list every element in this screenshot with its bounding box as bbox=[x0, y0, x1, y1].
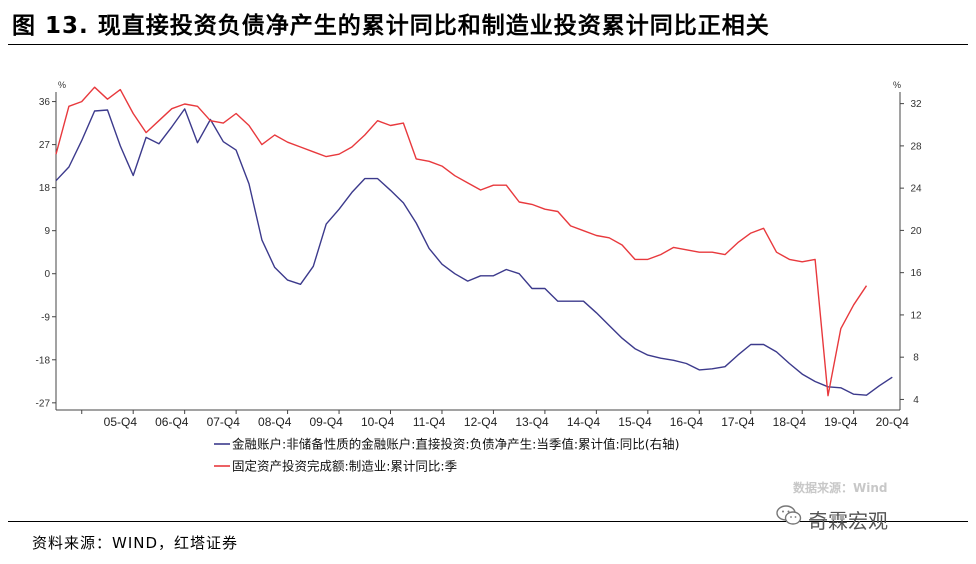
right-tick-label: 32 bbox=[910, 99, 922, 110]
top-rule bbox=[8, 44, 968, 45]
x-tick-label: 14-Q4 bbox=[567, 415, 601, 429]
right-axis-ticks: 32 28 24 20 16 12 8 4 bbox=[900, 99, 922, 406]
legend-item-series-1: 金融账户:非储备性质的金融账户:直接投资:负债净产生:当季值:累计值:同比(右轴… bbox=[214, 437, 680, 452]
right-axis-unit: % bbox=[893, 80, 901, 90]
left-tick-label: -9 bbox=[41, 312, 50, 323]
legend-item-series-2: 固定资产投资完成额:制造业:累计同比:季 bbox=[214, 459, 458, 474]
series-line-2 bbox=[55, 86, 868, 397]
plot-frame bbox=[55, 92, 901, 411]
left-tick-label: 36 bbox=[39, 97, 51, 108]
left-tick-label: -27 bbox=[36, 398, 51, 409]
figure-title: 图 13. 现直接投资负债净产生的累计同比和制造业投资累计同比正相关 bbox=[12, 13, 770, 39]
bottom-rule bbox=[8, 521, 968, 522]
left-axis-ticks: 36 27 18 9 0 -9 -18 -27 bbox=[36, 97, 56, 409]
right-tick-label: 28 bbox=[910, 141, 922, 152]
legend-label-series-2: 固定资产投资完成额:制造业:累计同比:季 bbox=[232, 459, 458, 474]
legend-label-series-1: 金融账户:非储备性质的金融账户:直接投资:负债净产生:当季值:累计值:同比(右轴… bbox=[232, 437, 680, 452]
series-layer bbox=[55, 86, 893, 397]
x-tick-label: 06-Q4 bbox=[155, 415, 189, 429]
left-axis-unit: % bbox=[58, 80, 66, 90]
right-tick-label: 24 bbox=[910, 184, 922, 195]
x-tick-label: 05-Q4 bbox=[104, 415, 138, 429]
x-tick-label: 13-Q4 bbox=[515, 415, 549, 429]
left-tick-label: -18 bbox=[36, 355, 51, 366]
left-tick-label: 9 bbox=[44, 226, 50, 237]
right-tick-label: 8 bbox=[913, 353, 919, 364]
x-tick-label: 18-Q4 bbox=[773, 415, 807, 429]
right-tick-label: 4 bbox=[913, 395, 919, 406]
x-tick-label: 16-Q4 bbox=[670, 415, 704, 429]
right-tick-label: 12 bbox=[910, 310, 922, 321]
right-tick-label: 20 bbox=[910, 226, 922, 237]
x-tick-label: 12-Q4 bbox=[464, 415, 498, 429]
left-tick-label: 27 bbox=[39, 140, 51, 151]
source-note: 资料来源：WIND，红塔证券 bbox=[32, 534, 239, 552]
x-axis-ticks: 05-Q4 06-Q4 07-Q4 08-Q4 09-Q4 10-Q4 11-Q4 12-Q4… bbox=[81, 410, 910, 429]
x-tick-label: 19-Q4 bbox=[824, 415, 858, 429]
wechat-icon bbox=[776, 505, 802, 525]
x-tick-label: 11-Q4 bbox=[413, 415, 446, 429]
x-tick-label: 20-Q4 bbox=[876, 415, 910, 429]
x-tick-label: 07-Q4 bbox=[207, 415, 241, 429]
data-source-watermark: 数据来源：Wind bbox=[793, 480, 887, 495]
right-tick-label: 16 bbox=[910, 268, 922, 279]
left-tick-label: 0 bbox=[44, 269, 50, 280]
x-tick-label: 10-Q4 bbox=[361, 415, 395, 429]
legend: 金融账户:非储备性质的金融账户:直接投资:负债净产生:当季值:累计值:同比(右轴… bbox=[214, 437, 680, 474]
left-tick-label: 18 bbox=[39, 183, 51, 194]
brand-watermark: 奇霖宏观 bbox=[808, 509, 888, 533]
x-tick-label: 17-Q4 bbox=[721, 415, 755, 429]
x-tick-label: 09-Q4 bbox=[310, 415, 344, 429]
x-tick-label: 15-Q4 bbox=[618, 415, 652, 429]
x-tick-label: 08-Q4 bbox=[258, 415, 292, 429]
series-line-1 bbox=[55, 108, 893, 396]
